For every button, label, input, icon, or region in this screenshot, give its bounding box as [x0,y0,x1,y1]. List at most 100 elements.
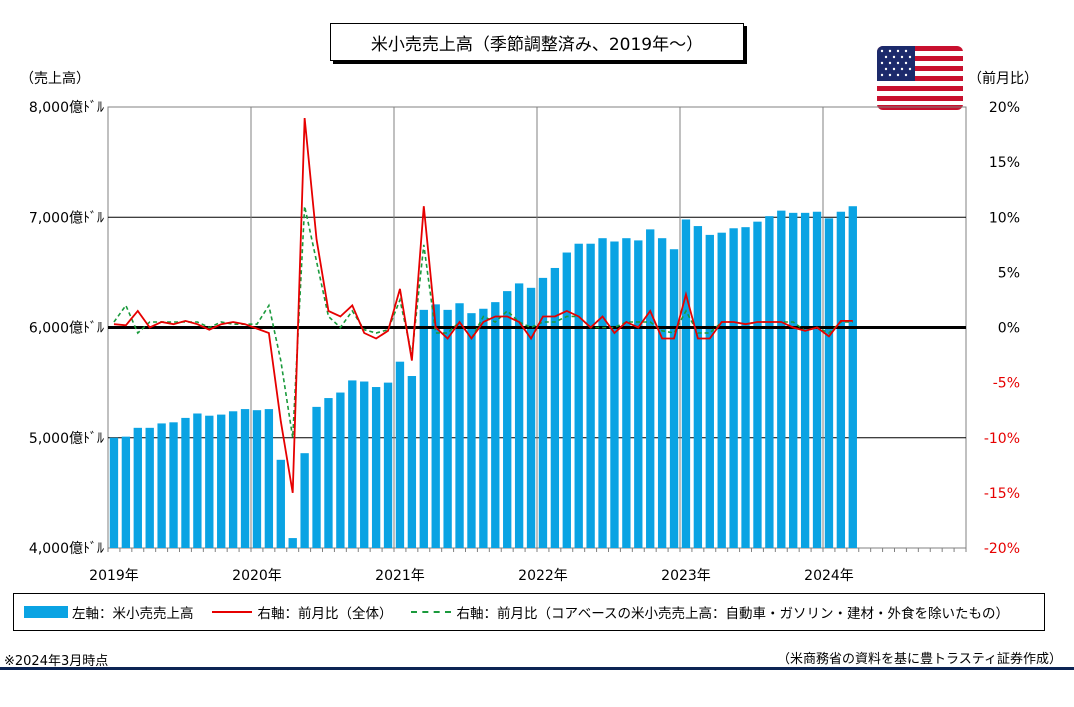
bar [503,291,512,548]
bar [133,427,142,548]
bar-series [109,206,857,549]
bar [443,309,452,548]
y-right-tick-label: 20% [989,100,1020,116]
bar [836,211,846,549]
bar [383,382,393,548]
bar [526,287,536,548]
footnote-source: （米商務省の資料を基に豊トラスティ証券作成） [777,652,1062,667]
y-right-axis-title: （前月比） [968,70,1038,87]
bar [574,243,583,548]
bar [741,227,750,549]
bar [514,283,524,548]
axis-labels: 4,000億ﾄﾞﾙ 5,000億ﾄﾞﾙ 6,000億ﾄﾞﾙ 7,000億ﾄﾞﾙ 8,00… [20,70,1038,584]
x-tick-label: 2019年 [89,568,139,584]
legend-label-core: 右軸：前月比（コアベースの米小売売上高：自動車・ガソリン・建材・外食を除いたもの… [456,606,1010,622]
bar [109,437,119,548]
bar [276,459,285,548]
bar [479,308,488,548]
y-left-tick-label: 7,000億ﾄﾞﾙ [29,210,104,226]
bar [467,313,476,548]
legend-label-sales: 左軸：米小売売上高 [72,606,194,622]
bar [455,303,464,548]
bar [634,240,643,548]
x-tick-label: 2021年 [375,568,425,584]
bar [812,211,822,549]
bar [348,380,357,548]
y-right-tick-label: -10% [984,431,1020,447]
y-left-axis-title: （売上高） [20,70,90,87]
bar [264,409,274,548]
bar [646,229,655,548]
bar [371,387,381,548]
bar [205,415,214,548]
bar [622,238,631,548]
bar [705,234,714,548]
bar [562,252,571,548]
y-left-tick-label: 8,000億ﾄﾞﾙ [29,100,104,116]
bar [157,423,166,548]
legend-item-core: 右軸：前月比（コアベースの米小売売上高：自動車・ガソリン・建材・外食を除いたもの… [410,602,1010,622]
bar [717,232,726,548]
bar [550,267,560,548]
chart-canvas: 4,000億ﾄﾞﾙ 5,000億ﾄﾞﾙ 6,000億ﾄﾞﾙ 7,000億ﾄﾞﾙ 8,00… [20,70,1038,584]
x-tick-label: 2020年 [232,568,282,584]
footnote-date: ※2024年3月時点 [4,654,109,669]
bar [824,218,834,549]
total-mom-line [113,117,853,494]
bar [789,212,798,548]
bar [729,228,738,548]
bar [669,249,679,548]
footer-divider [0,667,1074,670]
bar [431,304,440,548]
x-tick-label: 2022年 [518,568,568,584]
legend-item-total: 右軸：前月比（全体） [211,602,393,622]
legend-dash-swatch [410,611,451,613]
bar [395,361,405,548]
bar [181,417,190,548]
bar [407,376,417,548]
bar [300,453,309,548]
bar [681,219,691,548]
bar [336,392,345,548]
bar [598,238,607,548]
bar [252,410,262,548]
bar [491,302,500,548]
x-tick-label: 2024年 [804,568,854,584]
bar [419,309,428,548]
bar [240,409,250,548]
bar [324,398,333,548]
legend-bar-swatch [24,606,68,618]
bar [777,210,786,548]
bar [765,216,774,548]
legend-item-sales: 左軸：米小売売上高 [24,602,194,622]
bar [193,413,202,548]
bar [169,422,178,548]
bar [693,226,703,548]
bar [848,206,857,548]
bar [217,414,226,548]
y-left-tick-label: 4,000億ﾄﾞﾙ [29,541,104,557]
y-left-tick-label: 5,000億ﾄﾞﾙ [29,431,104,447]
bar [800,212,810,548]
bar [145,427,154,548]
bar [657,238,667,548]
x-tick-label: 2023年 [661,568,711,584]
legend-line-swatch [211,611,252,613]
bar [228,411,238,548]
y-left-tick-label: 6,000億ﾄﾞﾙ [29,321,104,337]
y-right-tick-label: 5% [998,265,1020,281]
bar [121,436,131,548]
y-right-tick-label: 0% [998,321,1020,337]
bar [360,381,369,548]
bar [586,243,595,548]
y-right-tick-label: 10% [989,210,1020,226]
line-series [113,117,853,494]
legend-label-total: 右軸：前月比（全体） [257,606,393,622]
bar [610,241,619,548]
y-right-tick-label: -20% [984,541,1020,557]
chart-title: 米小売売上高（季節調整済み、2019年～） [330,23,744,61]
bar [753,221,762,548]
y-right-tick-label: 15% [989,155,1020,171]
bar [288,538,297,548]
y-right-tick-label: -5% [993,376,1020,392]
